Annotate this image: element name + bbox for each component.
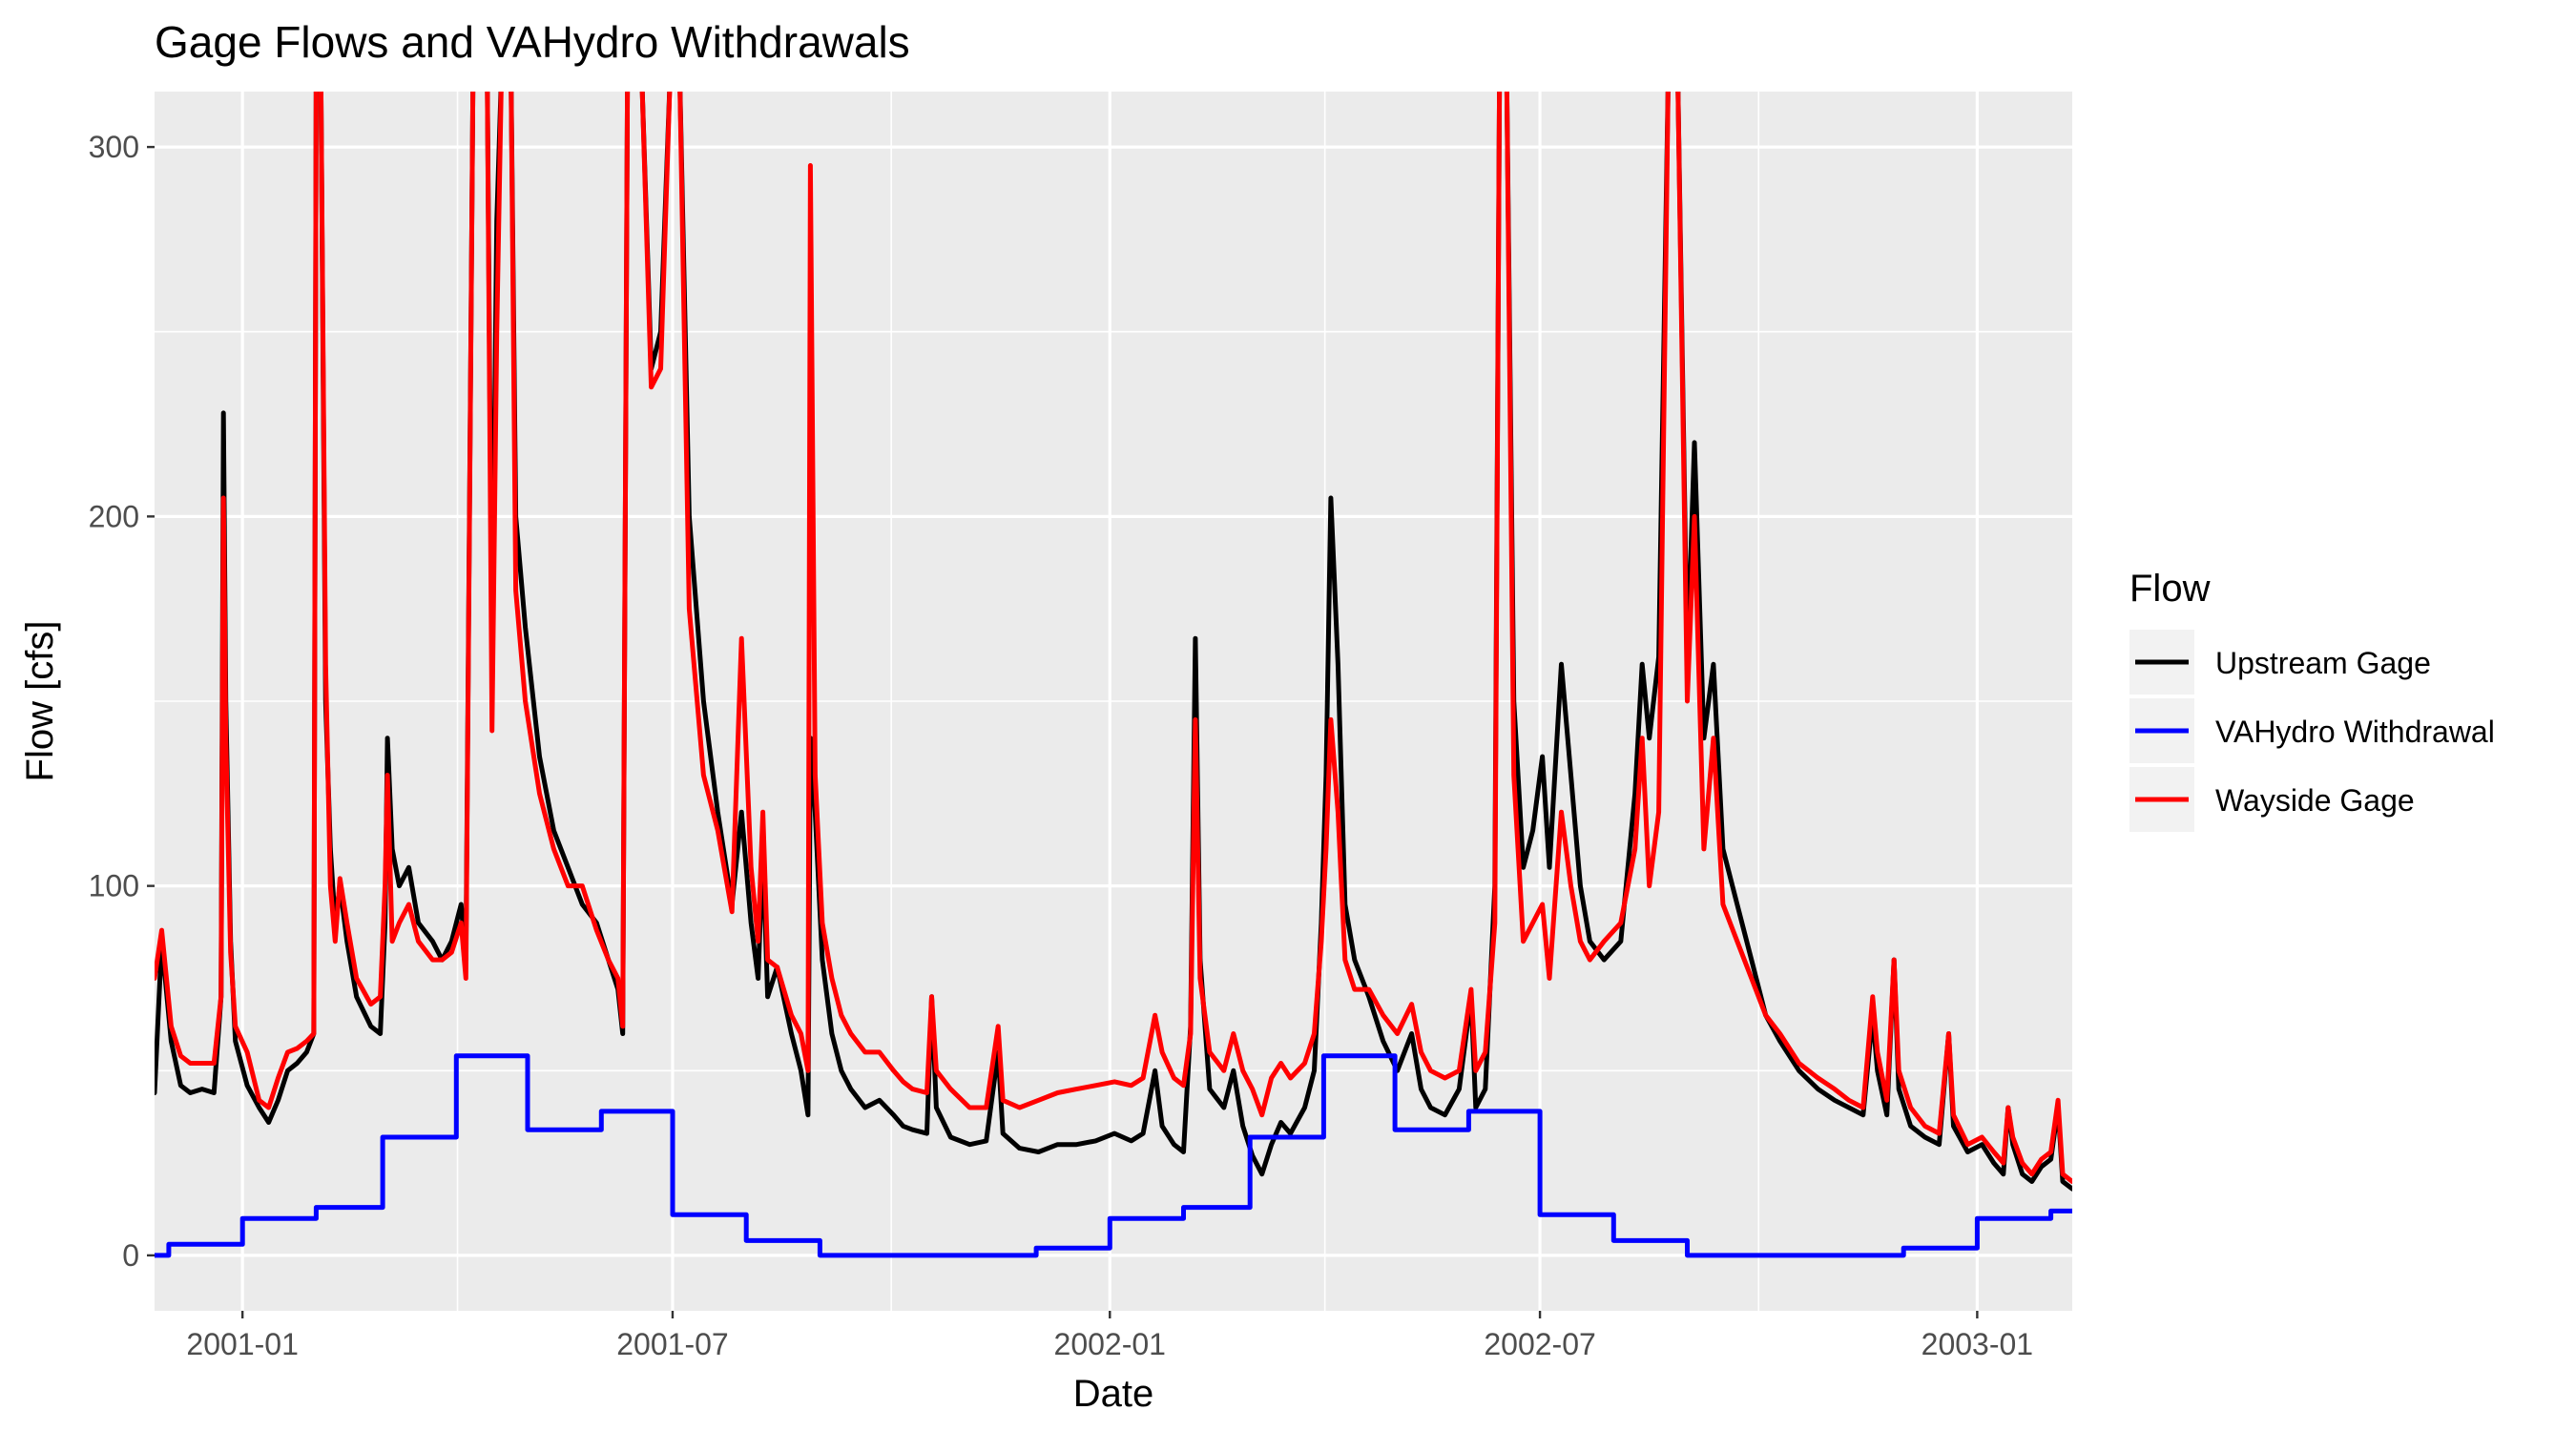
x-tick-label: 2001-07	[616, 1327, 728, 1361]
major-gridlines	[155, 92, 2072, 1311]
x-axis-title: Date	[1073, 1373, 1154, 1415]
x-tick-label: 2002-01	[1054, 1327, 1166, 1361]
series-line-vahydro-withdrawal	[155, 1053, 2072, 1258]
x-tick-label: 2001-01	[186, 1327, 298, 1361]
legend-title: Flow	[2129, 568, 2211, 610]
series-line-wayside-gage	[155, 92, 2072, 1184]
x-axis: 2001-01 2001-07 2002-01 2002-07 2003-01	[186, 1311, 2033, 1361]
legend-items: Upstream Gage VAHydro Withdrawal Wayside G…	[2129, 630, 2495, 832]
legend-item-upstream-gage: Upstream Gage	[2129, 630, 2431, 695]
y-tick-label: 200	[89, 499, 139, 533]
legend-item-vahydro-withdrawal: VAHydro Withdrawal	[2129, 698, 2495, 763]
chart-title: Gage Flows and VAHydro Withdrawals	[155, 17, 910, 67]
legend-item-wayside-gage: Wayside Gage	[2129, 767, 2415, 832]
legend: Flow Upstream Gage VAHydro Withdrawal Ways…	[2129, 568, 2495, 832]
y-tick-label: 0	[122, 1238, 139, 1273]
y-axis: 0 100 200 300	[89, 130, 155, 1273]
x-tick-label: 2002-07	[1484, 1327, 1595, 1361]
legend-label-upstream-gage: Upstream Gage	[2215, 646, 2431, 680]
legend-label-vahydro-withdrawal: VAHydro Withdrawal	[2215, 715, 2495, 749]
series-line-upstream-gage	[155, 92, 2072, 1192]
y-tick-label: 100	[89, 869, 139, 903]
y-axis-title: Flow [cfs]	[19, 621, 61, 782]
x-tick-label: 2003-01	[1922, 1327, 2033, 1361]
y-tick-label: 300	[89, 130, 139, 164]
series-layer	[155, 92, 2072, 1258]
legend-label-wayside-gage: Wayside Gage	[2215, 783, 2415, 818]
